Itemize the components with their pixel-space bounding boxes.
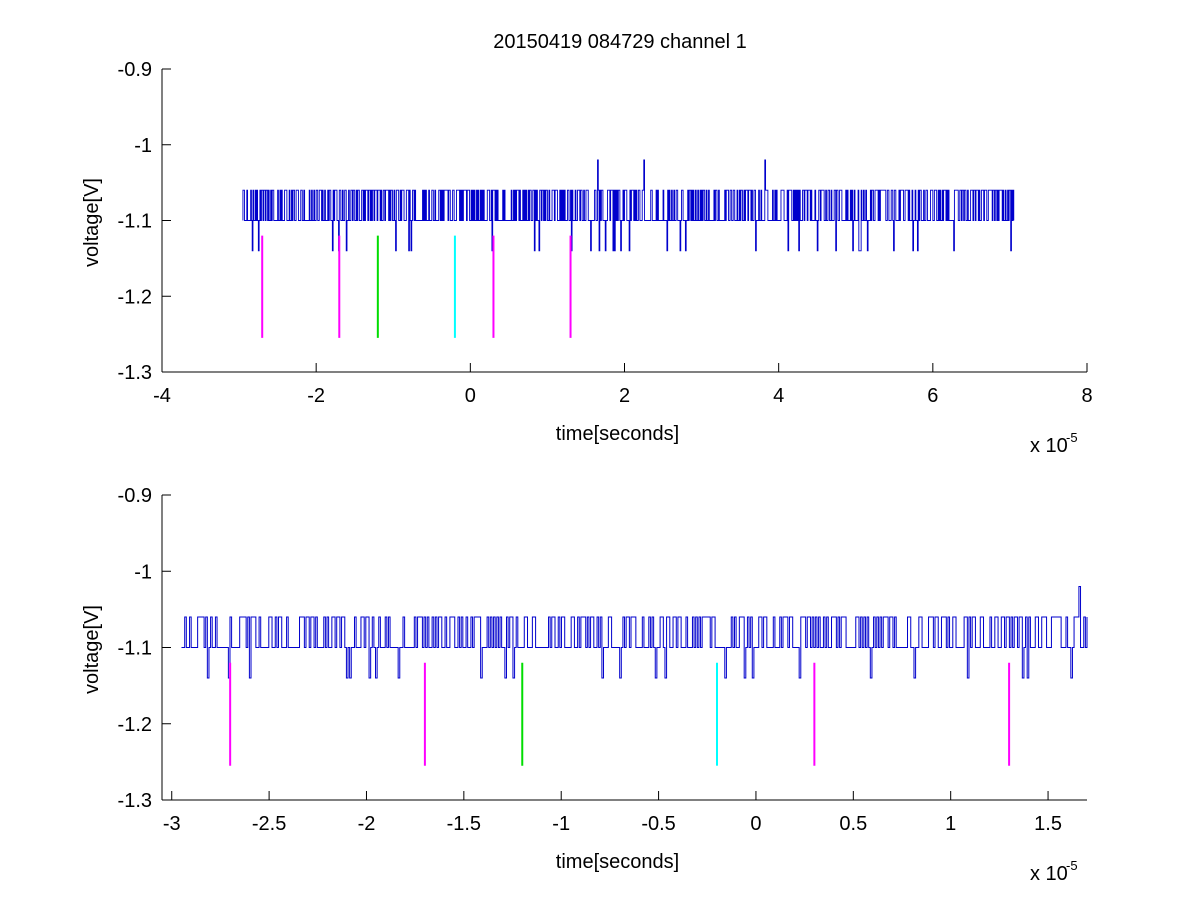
- y-tick-label: -0.9: [118, 485, 152, 507]
- x-tick-label: -2.5: [252, 813, 286, 835]
- x-multiplier-exponent: -5: [1066, 858, 1078, 873]
- y-tick-label: -1.2: [118, 286, 152, 308]
- x-tick-label: -2: [358, 813, 376, 835]
- y-tick-label: -0.9: [118, 59, 152, 81]
- x-tick-label: -1.5: [447, 813, 481, 835]
- x-tick-label: -4: [153, 385, 171, 407]
- y-tick-label: -1.2: [118, 714, 152, 736]
- y-tick-label: -1.3: [118, 790, 152, 812]
- signal-trace: [242, 159, 1015, 252]
- x-multiplier-label: x 10: [1030, 863, 1068, 885]
- x-multiplier-label: x 10: [1030, 435, 1068, 457]
- x-tick-label: 2: [619, 385, 630, 407]
- x-tick-label: 8: [1081, 385, 1092, 407]
- x-tick-label: -2: [307, 385, 325, 407]
- bottom-plot: -1.3 -1.2 -1.1 -1 -0.9 -3 -2.5 -2 -1.5 -1 -0.5 0 0.5…: [81, 485, 1088, 885]
- x-tick-label: 0: [465, 385, 476, 407]
- y-tick-label: -1: [134, 561, 152, 583]
- y-axis-label: voltage[V]: [81, 605, 103, 694]
- figure-title: 20150419 084729 channel 1: [493, 31, 747, 53]
- y-tick-label: -1.3: [118, 362, 152, 384]
- y-axis-label: voltage[V]: [81, 178, 103, 267]
- x-tick-label: -1: [552, 813, 570, 835]
- signal-trace: [181, 586, 1088, 679]
- x-tick-label: 0: [750, 813, 761, 835]
- x-tick-label: 6: [927, 385, 938, 407]
- x-tick-label: 1.5: [1034, 813, 1062, 835]
- x-tick-label: -0.5: [641, 813, 675, 835]
- y-tick-label: -1.1: [118, 211, 152, 233]
- x-axis-label: time[seconds]: [556, 423, 679, 445]
- x-tick-label: -3: [163, 813, 181, 835]
- x-tick-label: 0.5: [839, 813, 867, 835]
- x-axis-label: time[seconds]: [556, 851, 679, 873]
- top-plot: -1.3 -1.2 -1.1 -1 -0.9 -4 -2 0 2 4 6 8 time[seconds]…: [81, 59, 1093, 457]
- x-multiplier-exponent: -5: [1066, 430, 1078, 445]
- x-tick-label: 4: [773, 385, 784, 407]
- y-tick-label: -1: [134, 135, 152, 157]
- y-tick-label: -1.1: [118, 638, 152, 660]
- x-tick-label: 1: [945, 813, 956, 835]
